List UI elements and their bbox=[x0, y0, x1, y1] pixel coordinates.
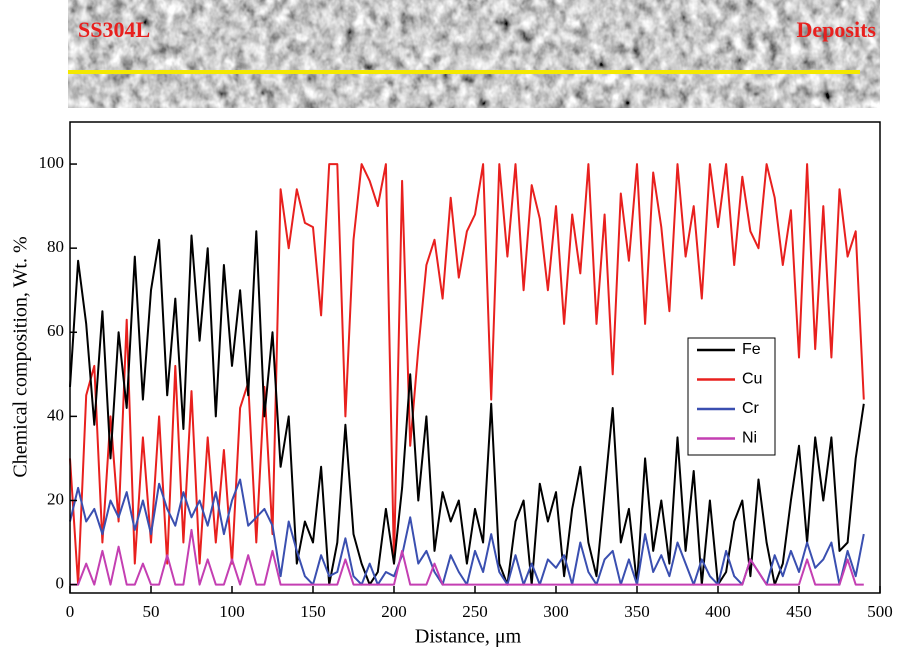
sem-image bbox=[68, 0, 880, 108]
x-tick-label: 400 bbox=[705, 602, 731, 621]
y-tick-label: 80 bbox=[47, 237, 64, 256]
x-tick-label: 0 bbox=[66, 602, 75, 621]
y-tick-label: 100 bbox=[39, 153, 65, 172]
x-tick-label: 100 bbox=[219, 602, 245, 621]
x-tick-label: 250 bbox=[462, 602, 488, 621]
series-line bbox=[69, 163, 865, 586]
x-tick-label: 300 bbox=[543, 602, 569, 621]
x-tick-label: 500 bbox=[867, 602, 893, 621]
legend-label: Cu bbox=[742, 371, 762, 388]
x-tick-label: 150 bbox=[300, 602, 326, 621]
y-tick-label: 20 bbox=[47, 489, 64, 508]
legend-label: Ni bbox=[742, 430, 757, 447]
legend bbox=[687, 337, 776, 456]
x-axis-title: Distance, μm bbox=[415, 626, 522, 648]
y-tick-label: 40 bbox=[47, 405, 64, 424]
plot-area bbox=[69, 163, 865, 586]
legend-label: Fe bbox=[742, 341, 761, 358]
x-tick-label: 50 bbox=[143, 602, 160, 621]
series-line bbox=[70, 528, 864, 586]
legend-label: Cr bbox=[742, 400, 760, 417]
y-axis-title: Chemical composition, Wt. % bbox=[10, 236, 32, 477]
x-tick-label: 450 bbox=[786, 602, 812, 621]
y-tick-label: 60 bbox=[47, 321, 64, 340]
x-tick-label: 200 bbox=[381, 602, 407, 621]
x-tick-label: 350 bbox=[624, 602, 650, 621]
y-tick-label: 0 bbox=[56, 573, 65, 592]
series-line bbox=[69, 230, 865, 586]
annotation: Deposits bbox=[797, 17, 877, 42]
annotation: SS304L bbox=[78, 17, 150, 42]
